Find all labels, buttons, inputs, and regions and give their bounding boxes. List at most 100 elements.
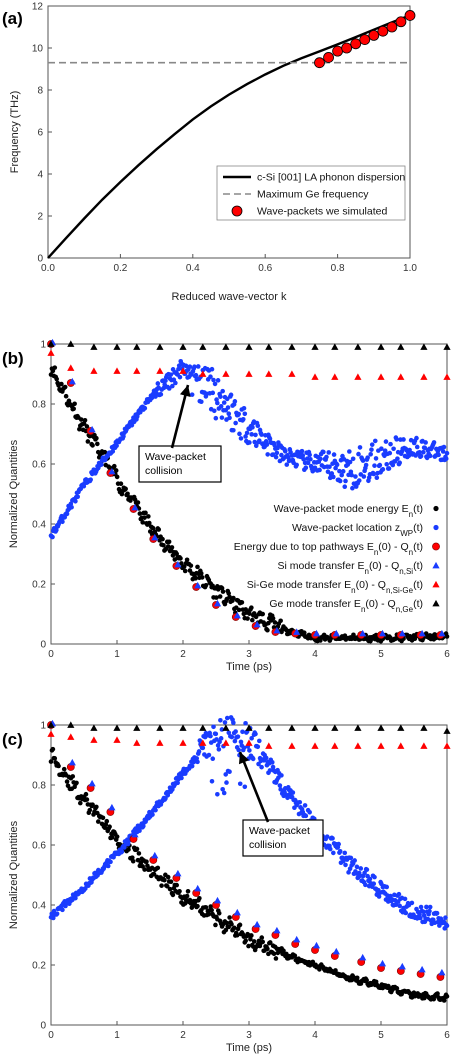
energy-point	[351, 632, 356, 638]
energy-point	[281, 948, 286, 954]
energy-point	[123, 486, 128, 492]
sige-transfer-point	[47, 730, 55, 737]
location-point	[228, 392, 234, 398]
location-point	[387, 450, 393, 456]
y-axis-label: Normalized Quantities	[8, 439, 20, 548]
energy-point	[161, 542, 166, 548]
energy-point	[260, 939, 266, 945]
energy-point	[219, 585, 225, 591]
si-transfer-point	[332, 629, 340, 637]
sige-transfer-point	[67, 733, 75, 740]
y-tick-label: 1	[40, 340, 46, 351]
sige-transfer-point	[331, 742, 339, 749]
x-tick-label: 1.0	[403, 263, 417, 274]
location-point	[54, 911, 60, 917]
energy-point	[198, 571, 204, 576]
location-point	[220, 787, 225, 792]
location-point	[325, 469, 331, 475]
location-point	[211, 724, 216, 730]
y-tick-label: 0.4	[32, 901, 46, 912]
energy-point	[162, 877, 167, 883]
y-tick-label: 0	[40, 640, 46, 651]
chart-panel-c: (c) 0 1 2 3 4 5 6 0 0.2 0.4 0.6 0.8 1 Time (ps) Normali…	[2, 715, 451, 1054]
energy-point	[87, 807, 93, 813]
location-point	[396, 891, 402, 897]
energy-point	[226, 591, 231, 596]
location-point	[384, 461, 390, 467]
energy-point	[278, 618, 283, 624]
energy-point	[168, 879, 174, 885]
location-point	[242, 784, 248, 790]
energy-point	[216, 910, 222, 916]
location-point	[238, 739, 244, 745]
energy-point	[146, 514, 151, 519]
location-point	[394, 437, 399, 442]
legend-label-sub2: n	[409, 548, 413, 557]
location-point	[331, 474, 336, 480]
si-transfer-point	[108, 803, 116, 811]
sige-transfer-point	[245, 739, 253, 746]
energy-point	[206, 911, 212, 917]
wave-packet-point	[395, 16, 407, 28]
location-point	[231, 427, 236, 433]
location-point	[372, 438, 378, 444]
y-tick-label: 0.2	[32, 961, 46, 972]
sige-transfer-point	[199, 739, 207, 746]
location-point	[241, 745, 247, 751]
location-point	[422, 445, 428, 451]
location-point	[163, 796, 168, 801]
energy-point	[199, 575, 205, 580]
location-point	[421, 909, 426, 915]
location-point	[364, 867, 370, 872]
location-point	[354, 864, 360, 870]
energy-point	[217, 594, 223, 599]
si-transfer-point	[151, 851, 159, 859]
energy-point	[114, 474, 120, 480]
location-point	[356, 451, 361, 457]
y-tick-label: 0	[40, 1021, 46, 1032]
sige-transfer-point	[311, 742, 319, 749]
si-transfer-point	[312, 629, 321, 637]
location-point	[347, 459, 353, 465]
location-point	[434, 910, 440, 916]
location-point	[380, 467, 386, 472]
location-point	[237, 781, 243, 787]
location-point	[427, 453, 433, 459]
energy-point	[174, 551, 179, 557]
annotation-text: Wave-packet collision	[249, 825, 310, 851]
location-point	[50, 534, 55, 540]
sige-transfer-point	[245, 370, 253, 377]
legend-label-tail: (0) - Q	[365, 598, 395, 610]
energy-point	[156, 527, 162, 532]
si-transfer-point	[174, 869, 182, 877]
location-point	[363, 462, 369, 468]
energy-point	[77, 800, 83, 806]
location-point	[324, 834, 330, 839]
x-tick-label: 0.0	[41, 263, 55, 274]
panel-label-c: (c)	[2, 730, 23, 749]
sige-transfer-point	[179, 367, 187, 374]
energy-point	[150, 525, 156, 531]
location-point	[141, 823, 146, 829]
wave-packet-point	[404, 10, 416, 21]
location-point	[279, 773, 284, 778]
energy-point	[435, 991, 440, 996]
y-tick-label: 0.8	[32, 400, 46, 411]
y-tick-label: 0	[37, 254, 43, 265]
location-point	[196, 749, 202, 754]
location-point	[386, 466, 392, 471]
location-point	[218, 717, 223, 723]
sige-transfer-point	[47, 349, 55, 356]
energy-point	[54, 376, 59, 382]
energy-point	[130, 858, 136, 864]
location-point	[238, 436, 244, 441]
location-point	[388, 441, 393, 447]
energy-point	[118, 481, 124, 487]
location-point	[227, 769, 232, 775]
energy-point	[142, 515, 147, 520]
energy-point	[151, 871, 157, 877]
location-point	[99, 462, 104, 467]
energy-point	[63, 393, 69, 399]
location-point	[444, 450, 450, 456]
